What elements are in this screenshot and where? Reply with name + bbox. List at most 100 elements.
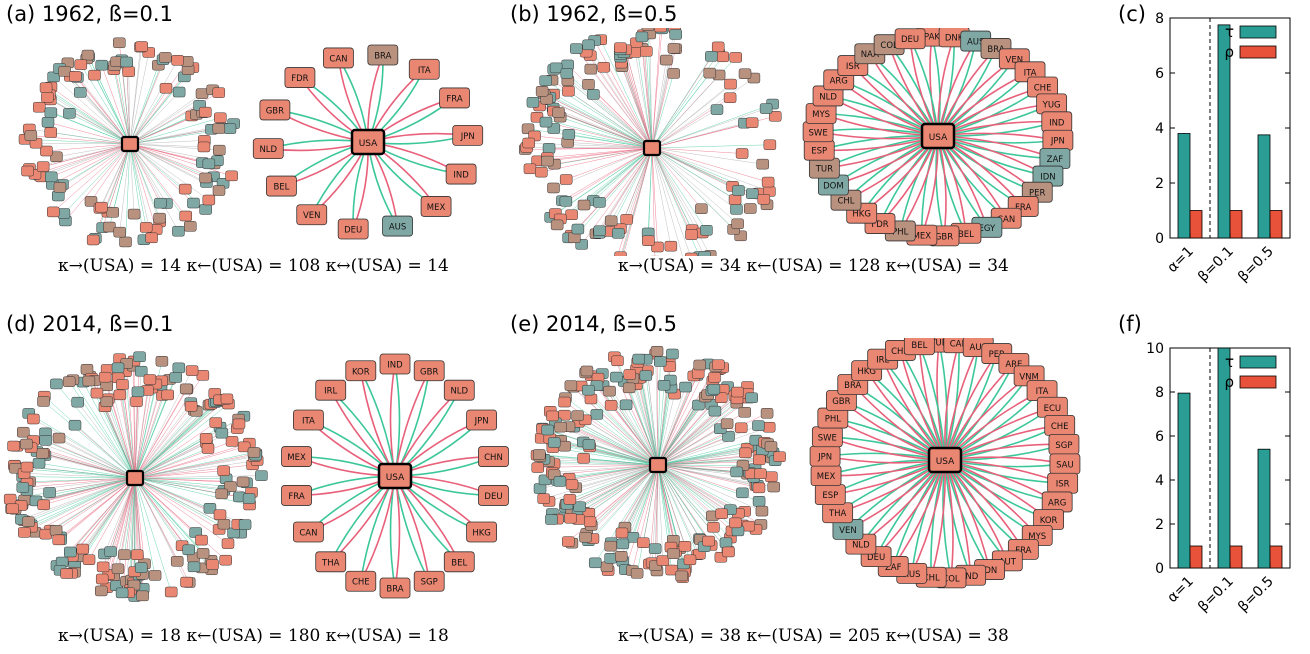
hairball-edge (134, 477, 183, 546)
hairball-node (120, 56, 133, 68)
hairball-edge (129, 143, 186, 190)
hairball-node (63, 108, 76, 119)
hairball-edge (134, 411, 197, 479)
hairball-node (760, 408, 774, 419)
hairball-edge (15, 467, 136, 479)
hairball-node (664, 240, 678, 252)
y-tick-label: 10 (1146, 341, 1164, 357)
hairball-edge (58, 143, 131, 197)
hairball-node (695, 203, 708, 214)
hairball-edge (596, 414, 659, 466)
hairball-node (707, 383, 721, 395)
hairball-edge (129, 143, 209, 201)
hairball-edge (577, 147, 653, 230)
node-usa-center (350, 128, 386, 156)
hairball-edge (657, 394, 675, 466)
hairball-node (195, 534, 208, 546)
hairball-edge (134, 477, 250, 506)
hairball-edge (610, 147, 653, 221)
hairball-edge (625, 464, 659, 570)
hairball-node (651, 241, 664, 253)
hairball-node (547, 437, 561, 448)
hairball-node (611, 355, 624, 367)
hairball-node (562, 129, 576, 140)
hairball-node (754, 468, 767, 479)
hairball-edge (134, 477, 222, 495)
hairball-node (755, 505, 769, 517)
hairball-node (739, 447, 752, 459)
hairball-node (729, 52, 743, 63)
hairball-edge (134, 403, 229, 479)
hairball-node (642, 235, 655, 246)
node-label: NLD (259, 145, 277, 155)
node-label: ARG (830, 76, 848, 86)
hairball-edge (565, 397, 659, 466)
hairball-node (675, 570, 688, 582)
hairball-edge (134, 399, 223, 479)
hairball-node (155, 355, 169, 367)
node-label: CHN (484, 453, 503, 463)
hairball-node (113, 389, 127, 401)
hairball-node (88, 69, 101, 81)
hairball-node (217, 465, 230, 477)
hairball-node (539, 75, 552, 86)
hairball-edge (539, 456, 659, 466)
hairball-node (39, 82, 53, 93)
hairball-node (577, 199, 591, 211)
hairball-node (571, 410, 584, 421)
hairball-node (752, 496, 766, 507)
hairball-node (550, 219, 564, 231)
node-deu (337, 218, 369, 240)
node-label: FRA (1015, 203, 1031, 213)
hairball-edge (24, 477, 136, 533)
hairball-node (582, 384, 595, 396)
node-label: HKG (472, 529, 491, 539)
hairball-edge (134, 464, 253, 479)
hairball-edge (104, 477, 136, 555)
hairball-edge (94, 75, 131, 145)
hairball-node (219, 554, 232, 566)
hairball-node (32, 457, 46, 469)
hairball-node (178, 183, 192, 195)
hairball-edge (133, 360, 136, 479)
node-label: NLD (819, 92, 837, 102)
hairball-node (196, 370, 210, 381)
hairball-node (710, 104, 724, 115)
hairball-edge (625, 404, 659, 466)
hairball-edge (651, 60, 667, 149)
hairball-node (571, 223, 585, 235)
node-can (292, 521, 324, 543)
hairball-node (139, 222, 153, 233)
hairball-edge (651, 144, 770, 149)
hairball-node (549, 62, 563, 74)
hairball-node (639, 370, 653, 381)
hairball-node (212, 87, 226, 98)
hairball-edge (621, 464, 659, 534)
hairball-node (20, 461, 34, 473)
hairball-edge (58, 437, 136, 479)
hairball-node (44, 171, 58, 183)
hairball-node (169, 372, 182, 383)
hairball-node (22, 516, 35, 527)
hairball-node (731, 386, 744, 398)
hairball-edge (53, 76, 131, 145)
hairball-edge (134, 441, 233, 479)
hairball-edge (134, 477, 224, 491)
hairball-edge (651, 147, 769, 183)
hairball-node (746, 188, 759, 199)
hairball-edge (651, 48, 676, 149)
hairball-edge (651, 77, 755, 149)
hairball-node (122, 66, 136, 77)
node-label: ITA (1036, 387, 1049, 397)
hairball-edge (657, 464, 698, 555)
node-bel (903, 338, 935, 356)
hairball-node (731, 218, 744, 230)
node-label: JPN (817, 453, 832, 463)
hairball-node (213, 144, 226, 156)
hairball-edge (108, 398, 136, 479)
hairball-edge (657, 386, 686, 466)
hairball-node (95, 585, 108, 597)
hairball-edge (64, 71, 131, 145)
hairball-edge (593, 94, 653, 149)
node-label: FRA (288, 492, 304, 502)
